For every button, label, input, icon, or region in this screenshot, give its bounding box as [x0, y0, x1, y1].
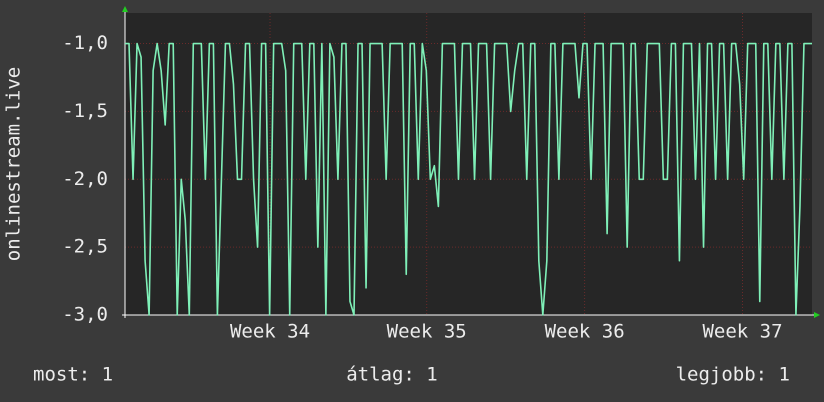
y-axis-arrow: [122, 6, 128, 12]
stat-average: átlag: 1: [346, 364, 438, 386]
stat-current: most: 1: [33, 364, 113, 386]
y-axis-label: onlinestream.live: [3, 67, 25, 261]
plot-area: [125, 13, 812, 315]
y-tick-label: -1,0: [62, 32, 108, 54]
y-tick-label: -1,5: [62, 100, 108, 122]
x-tick-label: Week 36: [545, 321, 625, 343]
stat-max: legjobb: 1: [676, 364, 790, 386]
x-tick-label: Week 35: [387, 321, 467, 343]
y-tick-label: -3,0: [62, 304, 108, 326]
data-line: [125, 42, 812, 316]
x-tick-label: Week 37: [702, 321, 782, 343]
y-tick-label: -2,0: [62, 168, 108, 190]
x-tick-label: Week 34: [230, 321, 310, 343]
x-axis-arrow: [814, 312, 820, 318]
y-tick-label: -2,5: [62, 236, 108, 258]
